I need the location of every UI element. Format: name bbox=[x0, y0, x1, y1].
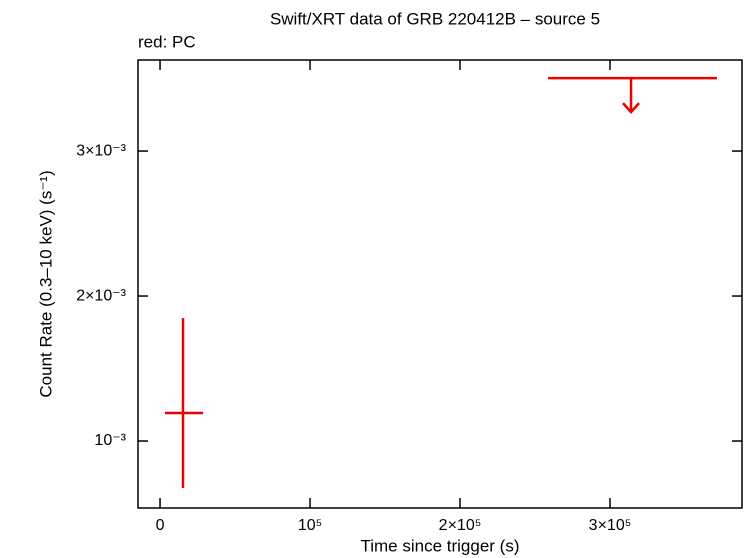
y-tick-label: 3×10⁻³ bbox=[76, 142, 126, 159]
x-axis-label: Time since trigger (s) bbox=[360, 536, 519, 555]
x-tick-label: 3×10⁵ bbox=[589, 517, 632, 534]
x-tick-label: 10⁵ bbox=[298, 517, 322, 534]
x-tick-label: 0 bbox=[156, 517, 165, 534]
y-tick-label: 10⁻³ bbox=[94, 432, 126, 449]
upper-limit-arrow bbox=[622, 78, 640, 115]
y-tick-label: 2×10⁻³ bbox=[76, 287, 126, 304]
x-tick-label: 2×10⁵ bbox=[439, 517, 482, 534]
legend-text: red: PC bbox=[138, 32, 196, 51]
plot-frame bbox=[137, 59, 743, 509]
y-axis-label: Count Rate (0.3–10 keV) (s⁻¹) bbox=[36, 170, 55, 397]
chart-title: Swift/XRT data of GRB 220412B – source 5 bbox=[270, 9, 600, 28]
